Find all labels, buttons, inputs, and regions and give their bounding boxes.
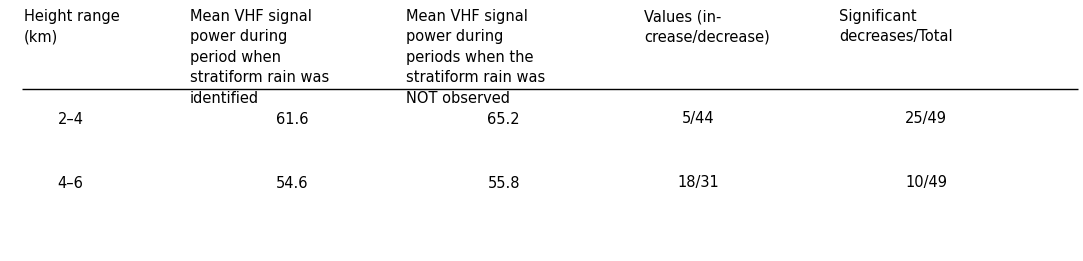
Text: Mean VHF signal
power during
period when
stratiform rain was
identified: Mean VHF signal power during period when… xyxy=(190,9,329,106)
Text: 4–6: 4–6 xyxy=(57,175,83,191)
Text: 65.2: 65.2 xyxy=(487,111,520,127)
Text: Significant
decreases/Total: Significant decreases/Total xyxy=(839,9,953,44)
Text: 10/49: 10/49 xyxy=(905,175,947,191)
Text: Height range
(km): Height range (km) xyxy=(24,9,119,44)
Text: 5/44: 5/44 xyxy=(682,111,715,127)
Text: 61.6: 61.6 xyxy=(276,111,309,127)
Text: Mean VHF signal
power during
periods when the
stratiform rain was
NOT observed: Mean VHF signal power during periods whe… xyxy=(406,9,546,106)
Text: 55.8: 55.8 xyxy=(487,175,520,191)
Text: 54.6: 54.6 xyxy=(276,175,309,191)
Text: 18/31: 18/31 xyxy=(678,175,719,191)
Text: Values (in-
crease/decrease): Values (in- crease/decrease) xyxy=(644,9,770,44)
Text: 25/49: 25/49 xyxy=(905,111,947,127)
Text: 2–4: 2–4 xyxy=(57,111,83,127)
